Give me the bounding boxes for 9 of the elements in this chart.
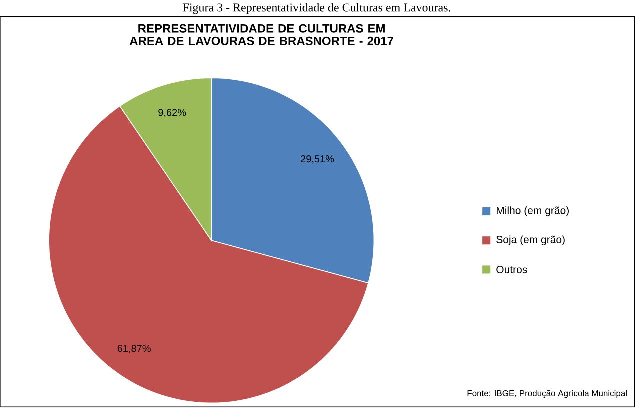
data-label: 29,51% — [301, 156, 334, 164]
legend-label: Milho (em grão) — [497, 206, 569, 217]
data-label: 61,87% — [118, 345, 151, 354]
legend-label: Outros — [496, 266, 528, 274]
source-note: Fonte: IBGE, Produção Agrícola Municipal — [468, 390, 627, 398]
text: Figura 3 - Representatividade de Culturas em Lavouras. — [183, 4, 450, 14]
chart-title: REPRESENTATIVIDADE DE CULTURAS EM AREA DE LAVOURAS DE BRASNORTE - 2017 — [130, 24, 394, 46]
legend-label: Soja (em grão) — [496, 236, 565, 246]
data-label: 9,62% — [158, 109, 186, 118]
